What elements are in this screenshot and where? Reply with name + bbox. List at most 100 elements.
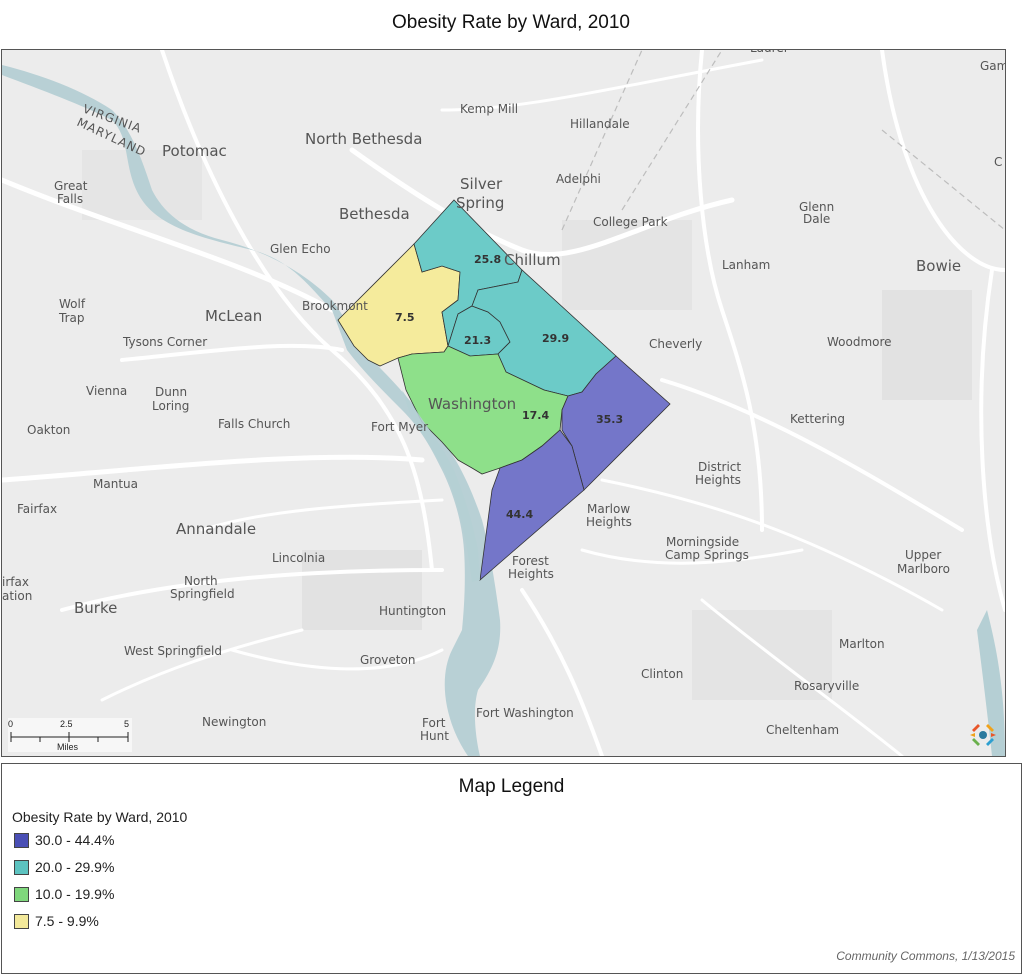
place-label-tysons-corner: Tysons Corner [122,335,207,349]
place-label-brookmont: Brookmont [302,299,368,313]
place-label-west-springfield: West Springfield [124,644,222,658]
ward-labels: 25.8 7.5 21.3 29.9 17.4 35.3 44.4 [395,253,623,521]
place-label-woodmore: Woodmore [827,335,892,349]
place-label-huntington: Huntington [379,604,446,618]
place-label-c: C [994,155,1002,169]
place-label-chillum: Chillum [504,251,561,269]
map-title: Obesity Rate by Ward, 2010 [392,12,630,33]
legend-swatch [14,832,29,848]
legend-label: 10.0 - 19.9% [35,886,115,902]
legend-item-30-44: 30.0 - 44.4% [14,831,114,849]
place-label-heights: Heights [508,567,554,581]
place-label-washington: Washington [428,395,516,413]
place-label-hunt: Hunt [420,729,449,743]
place-label-lincolnia: Lincolnia [272,551,325,565]
map-credit: Community Commons, 1/13/2015 [836,949,1015,963]
place-label-mantua: Mantua [93,477,138,491]
place-label-burke: Burke [74,599,117,617]
legend-item-7-9: 7.5 - 9.9% [14,912,99,930]
ward-44-4[interactable] [479,429,585,581]
place-label-glen-echo: Glen Echo [270,242,331,256]
scale-tick-5: 5 [124,719,130,729]
place-label-vienna: Vienna [86,384,127,398]
place-label-groveton: Groveton [360,653,415,667]
legend-swatch [14,886,29,902]
place-label-marlboro: Marlboro [897,562,950,576]
place-label-rosaryville: Rosaryville [794,679,859,693]
place-label-camp-springs: Camp Springs [665,548,749,562]
place-label-fort-myer: Fort Myer [371,420,428,434]
ward-label-44-4: 44.4 [506,508,533,521]
place-label-potomac: Potomac [162,142,227,160]
place-label-heights: Heights [695,473,741,487]
map-legend: Map Legend Obesity Rate by Ward, 2010 30… [1,763,1022,974]
place-label-silver: Silver [460,175,503,193]
legend-swatch [14,859,29,875]
place-label-laurel: Laurel [750,50,787,55]
place-label-gam: Gam [980,59,1005,73]
legend-item-10-19: 10.0 - 19.9% [14,885,114,903]
place-label-great: Great [54,179,88,193]
legend-title: Map Legend [458,776,565,797]
place-label-fairfax: Fairfax [17,502,57,516]
place-labels: Laurel Gam C Kemp Mill Hillandale North … [2,50,1005,743]
legend-label: 7.5 - 9.9% [35,913,99,929]
place-label-hillandale: Hillandale [570,117,630,131]
scale-unit: Miles [57,742,79,752]
map-canvas: Laurel Gam C Kemp Mill Hillandale North … [2,50,1005,756]
scale-bar: 0 2.5 5 Miles [8,718,132,752]
place-label-glenn: Glenn [799,200,834,214]
legend-subtitle: Obesity Rate by Ward, 2010 [12,809,188,825]
place-label-district: District [698,460,741,474]
place-label-falls-church: Falls Church [218,417,290,431]
place-label-north: North [184,574,218,588]
place-label-clinton: Clinton [641,667,683,681]
place-label-mclean: McLean [205,307,262,325]
place-label-dale: Dale [803,212,830,226]
place-label-kettering: Kettering [790,412,845,426]
place-label-irfax: irfax [2,575,29,589]
place-label-dunn: Dunn [155,385,187,399]
legend-label: 30.0 - 44.4% [35,832,115,848]
place-label-kemp-mill: Kemp Mill [460,102,518,116]
place-label-forest: Forest [512,554,549,568]
place-label-north-bethesda: North Bethesda [305,130,422,148]
place-label-marlow: Marlow [587,502,630,516]
ward-label-17-4: 17.4 [522,409,549,422]
legend-label: 20.0 - 29.9% [35,859,115,875]
ward-label-29-9: 29.9 [542,332,569,345]
ward-label-21-3: 21.3 [464,334,491,347]
place-label-morningside: Morningside [666,535,739,549]
place-label-trap: Trap [58,311,84,325]
place-label-oakton: Oakton [27,423,70,437]
place-label-lanham: Lanham [722,258,770,272]
place-label-adelphi: Adelphi [556,172,601,186]
ward-label-35-3: 35.3 [596,413,623,426]
place-label-bowie: Bowie [916,257,961,275]
scale-tick-2-5: 2.5 [60,719,73,729]
place-label-cheverly: Cheverly [649,337,702,351]
place-label-wolf: Wolf [59,297,86,311]
place-label-falls: Falls [57,192,83,206]
place-label-upper: Upper [905,548,941,562]
place-label-bethesda: Bethesda [339,205,410,223]
place-label-college-park: College Park [593,215,668,229]
place-label-marlton: Marlton [839,637,885,651]
ward-label-7-5: 7.5 [395,311,415,324]
place-label-cheltenham: Cheltenham [766,723,839,737]
ward-label-25-8: 25.8 [474,253,501,266]
place-label-fort: Fort [422,716,446,730]
place-label-springfield: Springfield [170,587,235,601]
place-label-ation: ation [2,589,32,603]
community-commons-logo-icon [968,720,998,750]
place-label-annandale: Annandale [176,520,256,538]
map-view[interactable]: Laurel Gam C Kemp Mill Hillandale North … [1,49,1006,757]
place-label-loring: Loring [152,399,189,413]
legend-item-20-29: 20.0 - 29.9% [14,858,114,876]
ward-35-3[interactable] [561,355,671,491]
place-label-fort-washington: Fort Washington [476,706,574,720]
legend-swatch [14,913,29,929]
place-label-spring: Spring [456,194,504,212]
place-label-newington: Newington [202,715,266,729]
place-label-heights: Heights [586,515,632,529]
